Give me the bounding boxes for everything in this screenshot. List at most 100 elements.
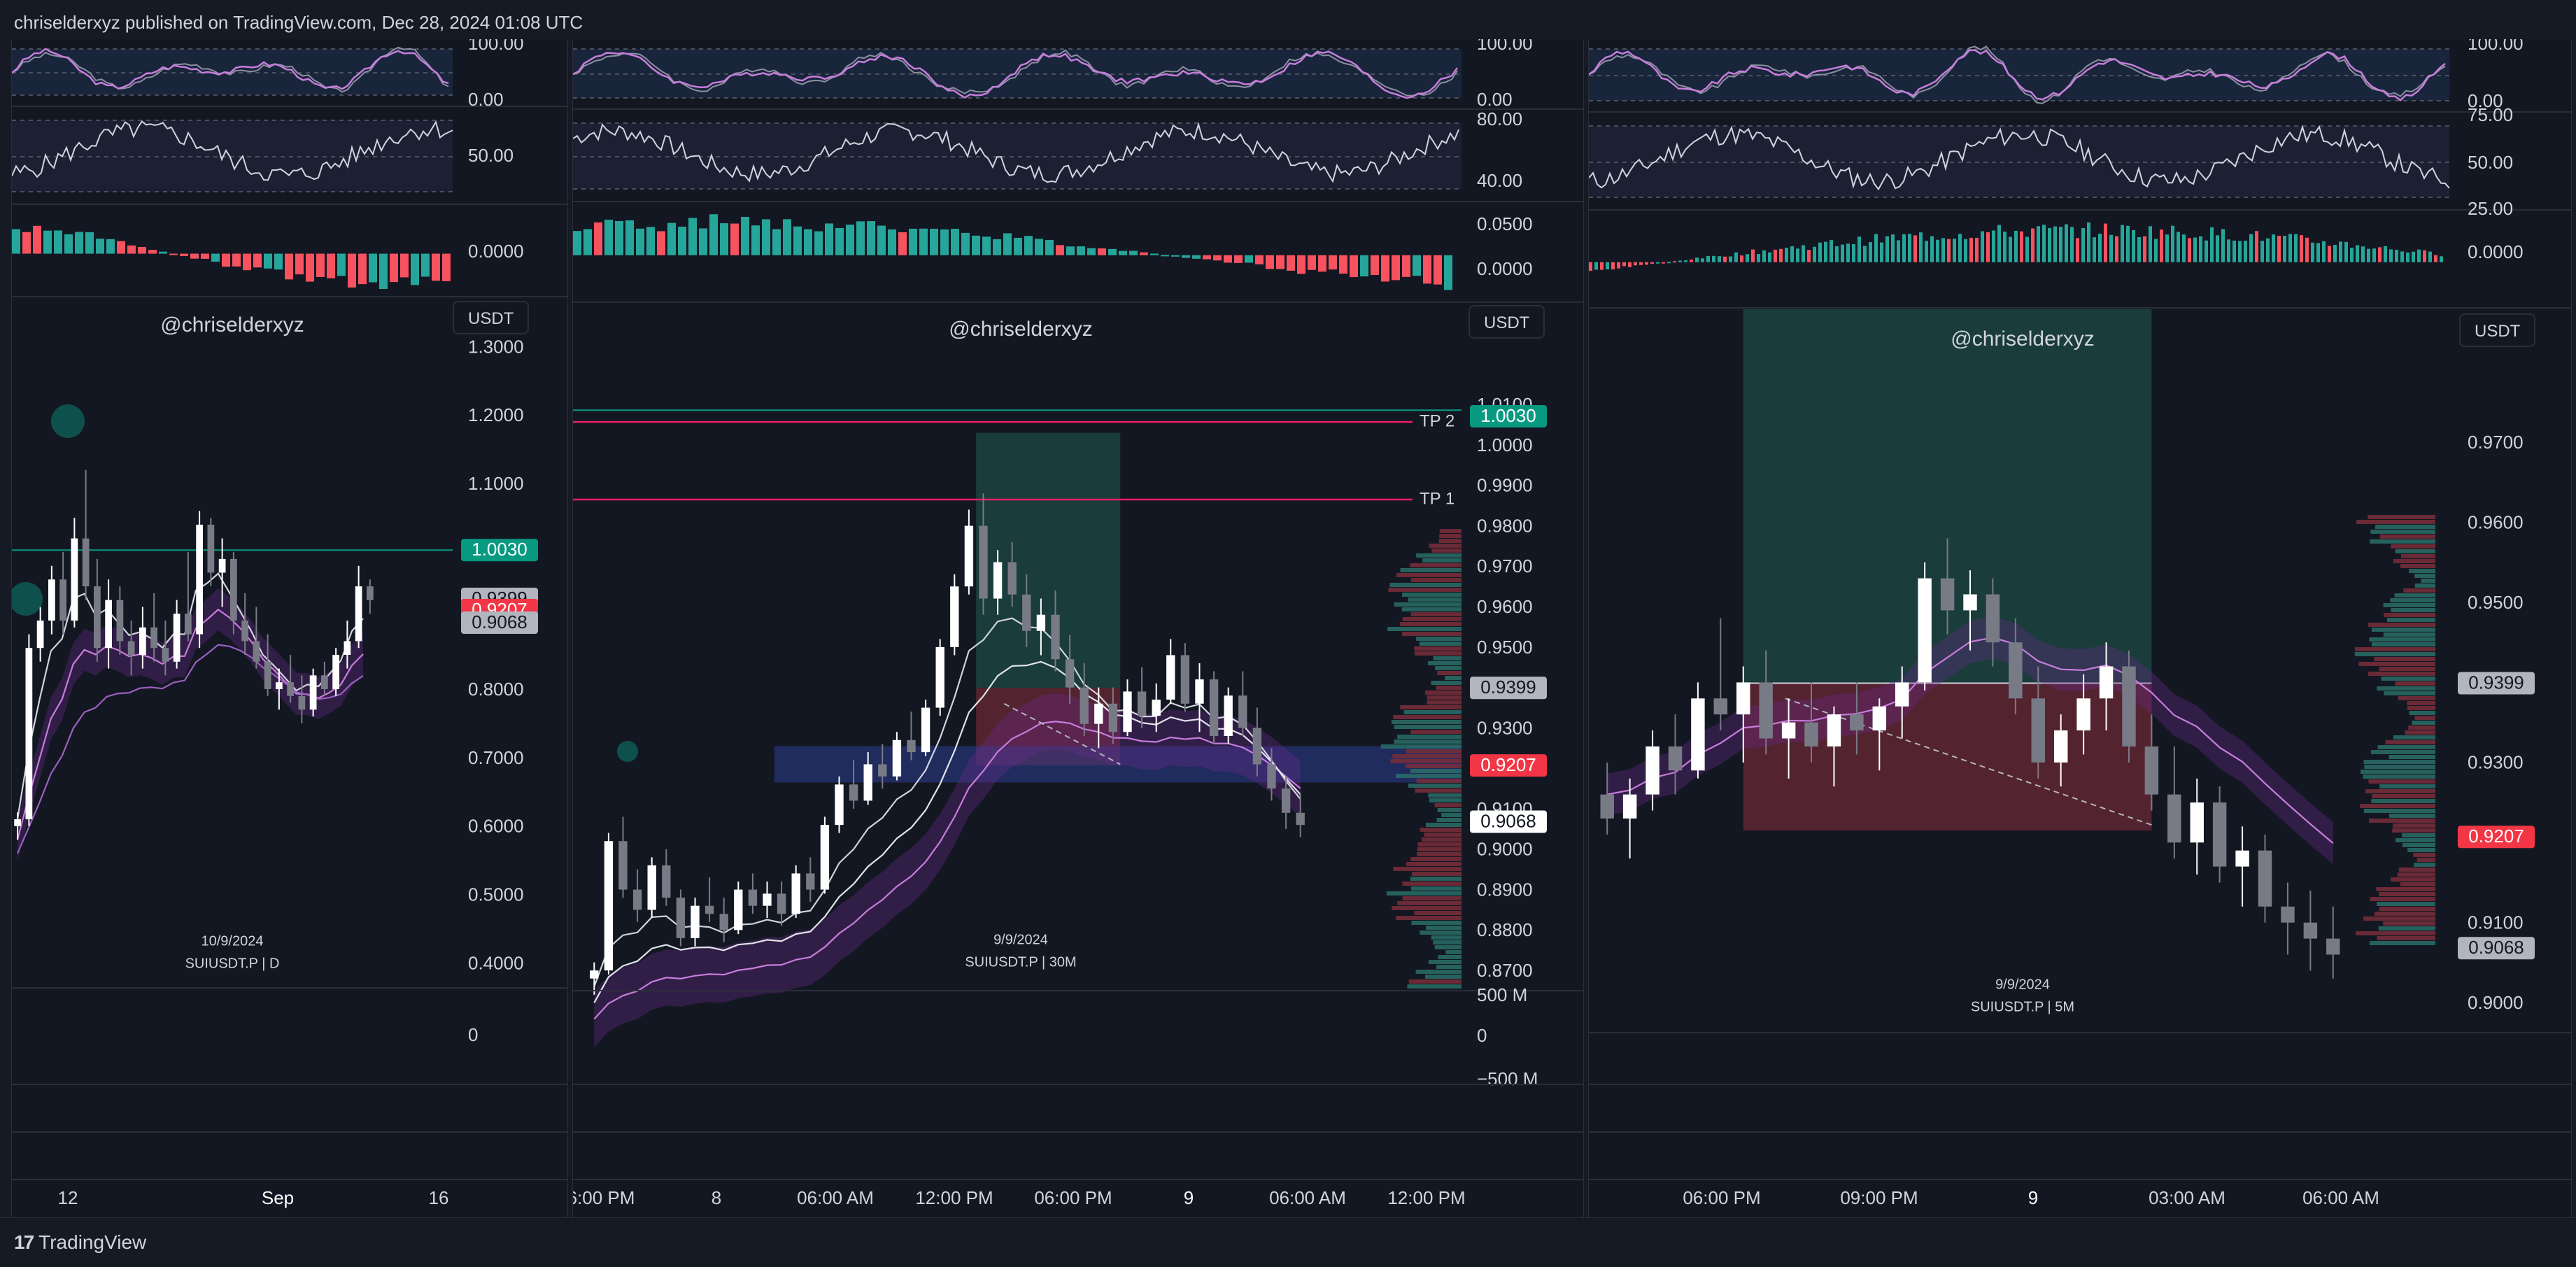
m5-vp-row-25 [2369, 637, 2435, 642]
m30-vp-row-81 [1426, 926, 1462, 930]
m30-osc3-bar-53 [1129, 250, 1138, 255]
m5-vp-row-6 [2391, 544, 2435, 548]
m30-body-22 [907, 739, 916, 753]
m30-osc1-main-line [573, 50, 1459, 99]
m5-osc3-bar-77 [2020, 231, 2023, 262]
currency-selector-5m[interactable]: USDT [2459, 313, 2536, 347]
chart-panel-30m[interactable]: 100.00 0.00 80.00 40.00 0.0500 0.0000 TP 2 TP 1… [572, 39, 1584, 1217]
m5-candle-27 [2212, 786, 2227, 883]
daily-body-3 [48, 579, 55, 621]
m30-vp-row-5 [1416, 553, 1462, 558]
m5-vp-row-68 [2407, 848, 2435, 852]
m5-osc3-bar-127 [2300, 235, 2303, 262]
m5-osc3-bar-69 [1975, 237, 1979, 262]
daily-candle-25 [298, 675, 306, 723]
m30-time-label-2: 06:00 AM [797, 1187, 874, 1208]
m30-body-20 [878, 764, 887, 777]
m30-vp-row-65 [1417, 847, 1462, 851]
m5-vp-row-70 [2416, 858, 2435, 862]
chart-panel-daily[interactable]: 100.00 0.00 50.00 0.0000 @chriselderxyz 1.300… [11, 39, 568, 1217]
m5-vp-row-63 [2393, 823, 2435, 828]
m30-vp-row-3 [1429, 544, 1462, 548]
daily-osc3-bar-8 [96, 239, 104, 254]
m5-vp-row-75 [2400, 882, 2435, 886]
m30-osc3-bar-13 [709, 214, 718, 255]
chart-svg-daily[interactable]: 100.00 0.00 50.00 0.0000 @chriselderxyz 1.300… [12, 39, 567, 1217]
m5-osc3-bar-95 [2121, 225, 2124, 262]
m5-osc3-bar-143 [2389, 249, 2393, 262]
daily-body-8 [105, 600, 112, 649]
m30-price-label-2-bg [1470, 754, 1547, 777]
tradingview-logo[interactable]: 17 TradingView [14, 1229, 146, 1256]
m30-candle-30 [1022, 574, 1031, 647]
daily-candle-3 [48, 565, 55, 635]
daily-osc3-bar-6 [75, 232, 83, 254]
m5-body-30 [2281, 906, 2295, 923]
chart-panel-5m[interactable]: 100.00 0.00 75.00 50.00 25.00 0.0000 @chriseld… [1588, 39, 2572, 1217]
m30-body-31 [1036, 614, 1046, 631]
m5-vp-row-56 [2365, 789, 2435, 793]
m30-candle-31 [1036, 598, 1046, 656]
m5-osc3-bar-121 [2266, 238, 2270, 262]
m5-body-1 [1622, 794, 1637, 819]
m5-vp-row-73 [2397, 872, 2435, 877]
daily-osc3-bar-20 [222, 253, 230, 267]
m5-osc3-bar-33 [1774, 249, 1777, 262]
m30-osc3-bar-83 [1444, 255, 1452, 290]
m5-body-31 [2303, 922, 2318, 939]
m30-osc1-tick-1: 0.00 [1477, 89, 1513, 110]
daily-osc3-bar-31 [337, 253, 346, 276]
m30-candle-13 [777, 882, 786, 926]
m30-vp-row-62 [1424, 833, 1462, 837]
m30-price-pane: TP 2 TP 1 [573, 409, 1462, 1047]
m30-body-26 [964, 525, 974, 587]
m30-candle-35 [1094, 687, 1103, 749]
m5-price-tick-5: 0.9000 [2468, 992, 2524, 1013]
m30-candle-5 [662, 849, 671, 906]
m5-osc3-bar-136 [2350, 248, 2354, 262]
m5-vp-row-27 [2355, 647, 2435, 651]
m30-vp-row-71 [1410, 877, 1462, 881]
m5-candle-8 [1781, 698, 1796, 779]
m30-osc3-bar-68 [1287, 255, 1295, 271]
m30-body-30 [1022, 594, 1031, 631]
daily-osc3-bar-13 [148, 250, 157, 254]
daily-candle-29 [344, 621, 351, 669]
m5-osc3-bar-152 [2440, 256, 2443, 262]
m30-body-38 [1137, 691, 1147, 716]
m30-vp-row-83 [1431, 935, 1462, 940]
m30-osc3-bar-28 [867, 221, 875, 255]
m30-price-label-2: 0.9207 [1480, 754, 1536, 775]
m5-osc3-bar-146 [2406, 252, 2409, 262]
m30-vp-row-84 [1433, 940, 1462, 944]
m5-candle-23 [2122, 650, 2136, 763]
m30-vp-row-53 [1415, 788, 1462, 793]
m30-vp-row-0 [1439, 529, 1462, 533]
m30-vp-row-40 [1394, 725, 1462, 729]
m5-osc3-bar-65 [1953, 239, 1956, 262]
m5-osc3-bar-99 [2143, 236, 2146, 262]
m30-body-29 [1007, 562, 1017, 595]
daily-osc3-bar-30 [327, 253, 335, 278]
currency-selector-daily[interactable]: USDT [453, 301, 530, 334]
m5-osc3-bar-53 [1885, 236, 1889, 262]
tradingview-logo-text: TradingView [38, 1231, 147, 1253]
m30-body-43 [1209, 679, 1219, 736]
daily-price-label-0: 1.0030 [472, 539, 528, 560]
m5-vp-row-30 [2358, 662, 2435, 666]
m5-date-label: 9/9/2024 [1995, 977, 2050, 992]
m5-vp-row-8 [2400, 554, 2435, 558]
m30-candle-0 [590, 962, 599, 995]
m30-candle-39 [1152, 683, 1161, 732]
m5-osc3-bar-42 [1824, 241, 1827, 262]
currency-selector-30m[interactable]: USDT [1469, 305, 1545, 339]
m30-price-tick-5: 0.9600 [1477, 596, 1533, 617]
m5-body-3 [1668, 746, 1683, 771]
m5-body-24 [2144, 746, 2159, 795]
m30-body-6 [676, 898, 686, 938]
m5-candle-19 [2031, 666, 2045, 779]
m30-osc3-bar-35 [940, 229, 949, 255]
m30-vp-row-57 [1437, 808, 1462, 812]
